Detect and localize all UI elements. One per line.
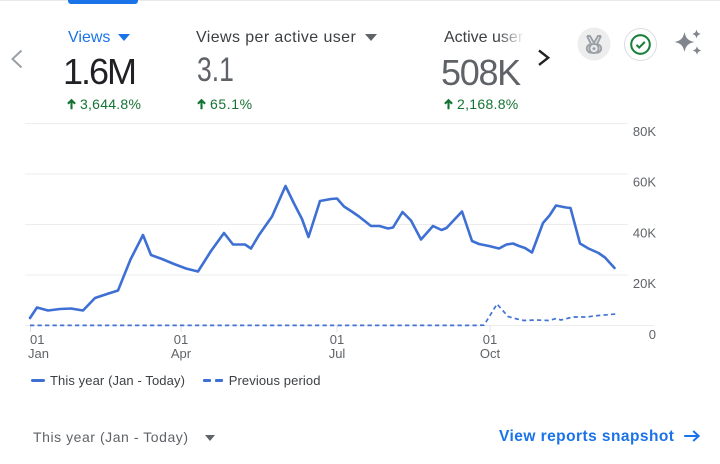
svg-text:Jan: Jan <box>28 346 49 361</box>
svg-text:80K: 80K <box>633 124 656 139</box>
svg-text:60K: 60K <box>633 175 656 190</box>
svg-text:Oct: Oct <box>480 346 501 361</box>
svg-text:0: 0 <box>649 327 656 342</box>
svg-text:20K: 20K <box>633 276 656 291</box>
svg-text:Jul: Jul <box>329 346 346 361</box>
svg-text:Apr: Apr <box>171 346 192 361</box>
svg-text:01: 01 <box>30 332 44 347</box>
svg-text:01: 01 <box>483 332 497 347</box>
svg-text:01: 01 <box>330 332 344 347</box>
svg-text:01: 01 <box>174 332 188 347</box>
svg-text:40K: 40K <box>633 225 656 240</box>
